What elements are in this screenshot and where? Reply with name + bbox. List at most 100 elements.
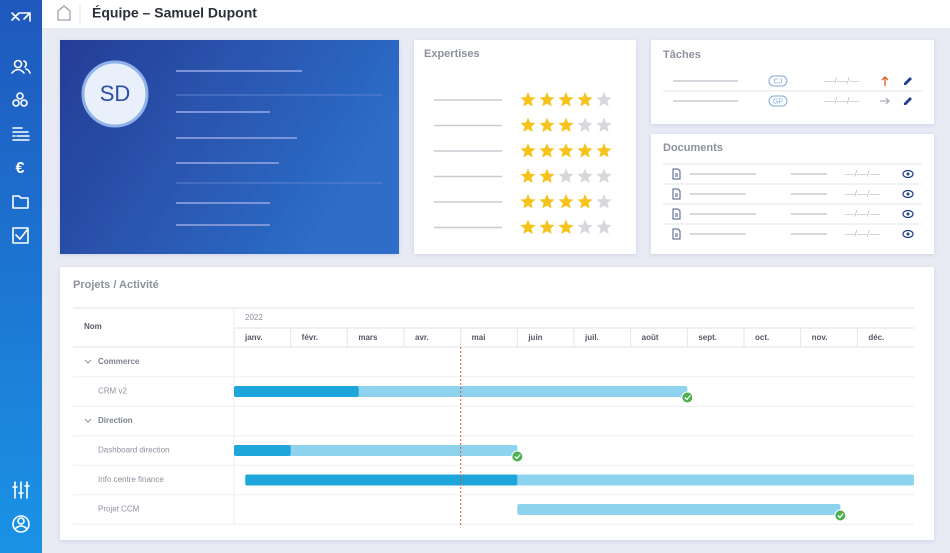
sidebar-icons[interactable]: €	[11, 12, 31, 533]
bar	[234, 445, 518, 456]
org-icon[interactable]	[16, 92, 24, 100]
star-rating	[520, 92, 612, 107]
completed-check	[681, 391, 694, 404]
star	[558, 194, 574, 209]
star	[577, 219, 593, 234]
team-icon[interactable]	[13, 59, 23, 69]
star-rating	[520, 168, 612, 183]
doc-icon	[672, 208, 681, 220]
star	[539, 168, 555, 183]
task-list: CJ ––/––/–– GP ––/––/––	[663, 75, 922, 107]
check	[684, 395, 691, 401]
star-rating	[520, 194, 612, 209]
settings-icon[interactable]	[12, 481, 30, 499]
tasks-card	[651, 40, 934, 124]
view-icon[interactable]	[902, 229, 914, 239]
month-label: mai	[472, 333, 486, 342]
view-icon[interactable]	[902, 209, 914, 219]
month-label: janv.	[244, 333, 263, 342]
star	[596, 168, 612, 183]
star	[577, 117, 593, 132]
date: ––/––/––	[844, 168, 879, 178]
date: ––/––/––	[844, 188, 879, 198]
edit-icon[interactable]	[904, 77, 912, 85]
gantt-icon[interactable]	[12, 127, 30, 141]
expertise-list	[434, 92, 612, 234]
month-label: juin	[527, 333, 542, 342]
home-icon[interactable]	[57, 5, 71, 21]
view-pupil	[906, 212, 910, 216]
avatar	[81, 60, 149, 128]
month-label: juil.	[584, 333, 599, 342]
star	[539, 219, 555, 234]
page-title: Équipe – Samuel Dupont	[92, 5, 257, 21]
star	[558, 219, 574, 234]
completed-check	[834, 509, 847, 522]
folder-icon[interactable]	[12, 195, 29, 209]
finance-icon[interactable]: €	[16, 160, 25, 177]
row-label: Info centre finance	[98, 475, 164, 484]
star	[558, 168, 574, 183]
bar	[517, 504, 841, 515]
check	[837, 513, 844, 519]
view-pupil	[906, 192, 910, 196]
card-title: Documents	[663, 142, 723, 154]
progress-bar	[234, 445, 291, 456]
tasks-icon[interactable]	[12, 227, 29, 244]
edit-icon[interactable]	[904, 97, 912, 105]
star	[577, 194, 593, 209]
view-icon[interactable]	[902, 169, 914, 179]
month-label: avr.	[415, 333, 429, 342]
star	[520, 92, 536, 107]
star	[596, 117, 612, 132]
sidebar	[0, 0, 42, 553]
month-label: mars	[358, 333, 378, 342]
month-label: sept.	[698, 333, 717, 342]
star	[520, 117, 536, 132]
document-list: ––/––/–– ––/––/–– ––/––/–– ––/––/––	[663, 163, 922, 240]
date: ––/––/––	[844, 208, 879, 218]
star-rating	[520, 117, 612, 132]
chevron[interactable]	[84, 359, 92, 364]
gantt: Nom 2022 janv. févr. mars avr. mai juin juil. aoû…	[73, 307, 915, 525]
date: ––/––/––	[844, 228, 879, 238]
month-label: févr.	[302, 333, 318, 342]
view-pupil	[906, 232, 910, 236]
card-title: Tâches	[663, 49, 701, 61]
star-rating	[520, 219, 612, 234]
completed-check	[511, 450, 524, 463]
star	[577, 143, 593, 158]
row-label: Dashboard direction	[98, 446, 170, 455]
month-label: août	[642, 333, 659, 342]
column-header: Nom	[84, 322, 102, 331]
profile-placeholders	[176, 70, 382, 226]
star-rating	[520, 143, 612, 158]
star	[596, 143, 612, 158]
star	[539, 117, 555, 132]
badge-text: CJ	[774, 78, 783, 85]
user-icon[interactable]	[12, 515, 30, 533]
month-label: déc.	[868, 333, 884, 342]
view-icon[interactable]	[902, 189, 914, 199]
check	[514, 454, 521, 460]
avatar-initials: SD	[100, 81, 131, 106]
badge	[768, 95, 788, 107]
star	[520, 219, 536, 234]
view-pupil	[906, 172, 910, 176]
row-label: CRM v2	[98, 387, 127, 396]
chevron[interactable]	[84, 418, 92, 423]
star	[539, 143, 555, 158]
row-label: Projet CCM	[98, 505, 140, 514]
logo[interactable]	[11, 12, 31, 22]
doc-icon	[672, 168, 681, 180]
star	[520, 168, 536, 183]
star	[596, 92, 612, 107]
group-label: Direction	[98, 416, 133, 425]
star	[577, 92, 593, 107]
doc-icon	[672, 188, 681, 200]
header	[42, 0, 950, 28]
star	[558, 117, 574, 132]
month-label: nov.	[812, 333, 828, 342]
